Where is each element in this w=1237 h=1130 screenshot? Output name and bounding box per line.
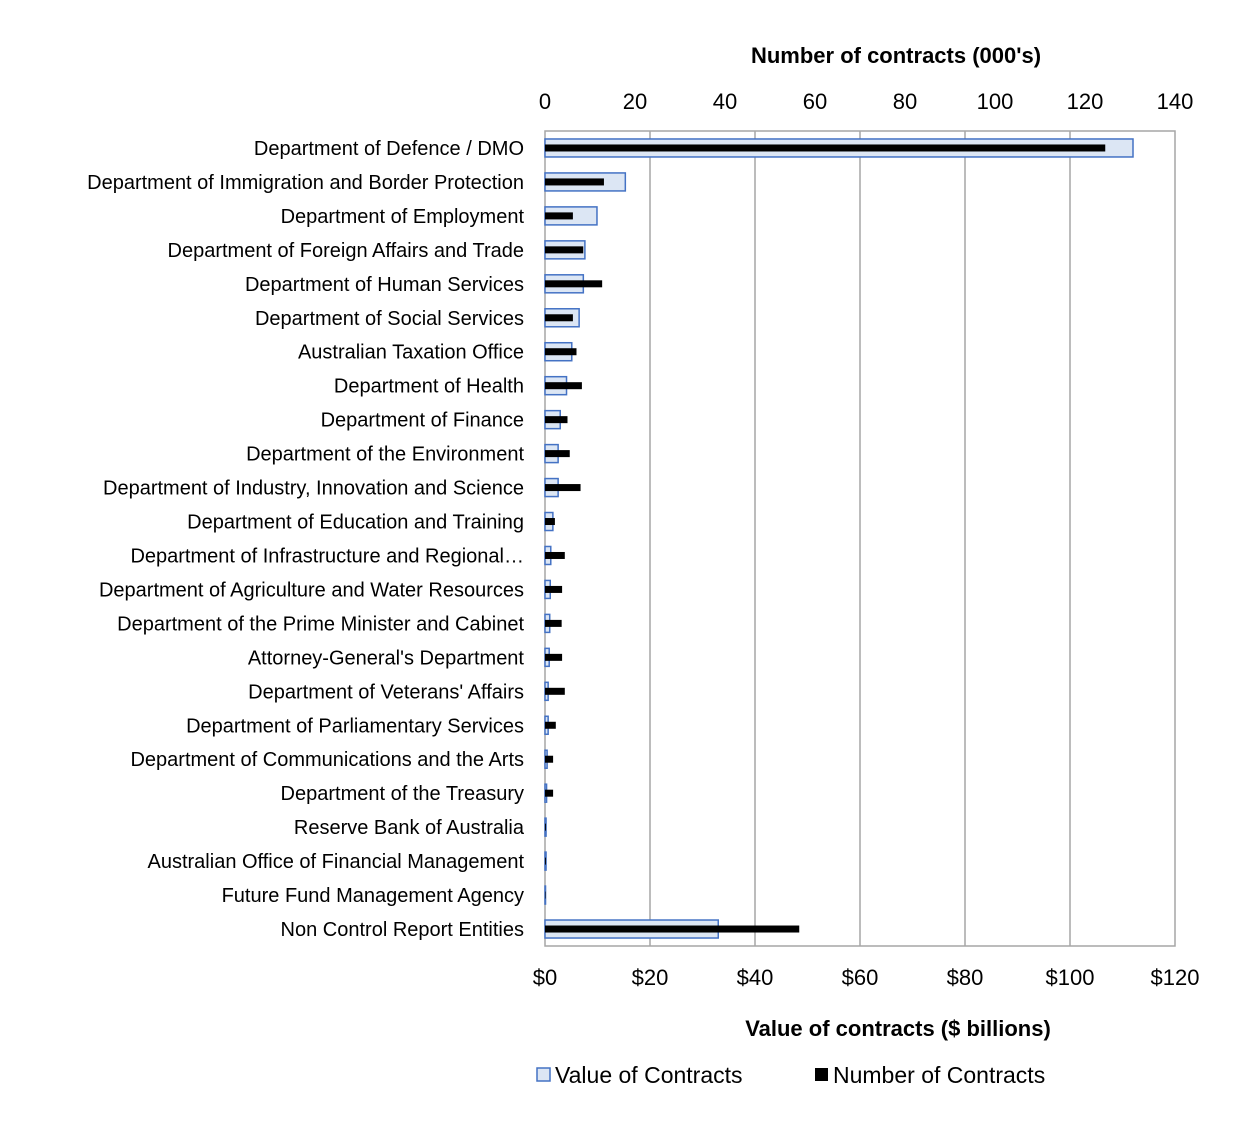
count-bar [545, 789, 554, 797]
legend-label-number: Number of Contracts [833, 1062, 1045, 1088]
top-tick-label: 140 [1157, 89, 1194, 114]
category-label: Reserve Bank of Australia [294, 817, 525, 839]
category-label: Department of Finance [321, 410, 524, 432]
gridlines [649, 131, 1071, 946]
category-label: Department of Agriculture and Water Reso… [99, 579, 524, 601]
plot-area-border [544, 130, 1176, 947]
category-label: Department of Veterans' Affairs [248, 681, 524, 703]
count-bar [545, 178, 604, 186]
count-bars-series [545, 144, 1106, 933]
count-bar [545, 585, 563, 593]
category-label: Department of the Environment [246, 444, 524, 466]
bottom-tick-label: $80 [947, 965, 984, 990]
category-label: Attorney-General's Department [248, 647, 525, 669]
top-axis-tick-labels: 0 20 40 60 80 100 120 140 [539, 89, 1193, 114]
category-label: Department of Health [334, 376, 524, 398]
top-tick-label: 40 [713, 89, 737, 114]
category-label: Department of Immigration and Border Pro… [87, 172, 524, 194]
bottom-tick-label: $100 [1046, 965, 1095, 990]
bottom-tick-label: $40 [737, 965, 774, 990]
count-bar [545, 755, 554, 763]
bottom-axis-title: Value of contracts ($ billions) [745, 1016, 1051, 1041]
legend-swatch-value [536, 1067, 551, 1082]
category-label: Australian Office of Financial Managemen… [148, 851, 525, 873]
top-tick-label: 120 [1067, 89, 1104, 114]
count-bar [545, 891, 546, 899]
count-bar [545, 518, 555, 526]
count-bar [545, 348, 577, 356]
count-bar [545, 823, 546, 831]
bottom-tick-label: $20 [632, 965, 669, 990]
count-bar [545, 416, 568, 424]
category-label: Department of Defence / DMO [254, 138, 524, 160]
legend-label-value: Value of Contracts [555, 1062, 743, 1088]
top-tick-label: 100 [977, 89, 1014, 114]
category-label: Australian Taxation Office [298, 342, 524, 364]
bottom-tick-label: $120 [1151, 965, 1200, 990]
top-tick-label: 60 [803, 89, 827, 114]
category-label: Department of Employment [281, 206, 525, 228]
count-bar [545, 551, 565, 559]
count-bar [545, 857, 546, 865]
bottom-tick-label: $0 [533, 965, 557, 990]
count-bar [545, 314, 573, 322]
legend: Value of Contracts Number of Contracts [536, 1062, 1045, 1088]
count-bar [545, 144, 1106, 152]
category-label: Department of Industry, Innovation and S… [103, 478, 524, 500]
category-label: Department of the Treasury [281, 783, 524, 805]
category-label: Department of Infrastructure and Regiona… [130, 545, 524, 567]
count-bar [545, 619, 562, 627]
count-bar [545, 450, 570, 458]
count-bar [545, 246, 584, 254]
count-bar [545, 653, 563, 661]
category-label: Department of Human Services [245, 274, 524, 296]
category-label: Department of Foreign Affairs and Trade [168, 240, 525, 262]
top-tick-label: 80 [893, 89, 917, 114]
top-axis-title: Number of contracts (000's) [751, 43, 1041, 68]
category-axis-labels: Department of Defence / DMO Department of… [87, 138, 525, 941]
category-label: Department of Education and Training [187, 512, 524, 534]
count-bar [545, 382, 582, 390]
category-label: Non Control Report Entities [281, 919, 524, 941]
legend-swatch-number [815, 1068, 828, 1081]
count-bar [545, 925, 800, 933]
bottom-tick-label: $60 [842, 965, 879, 990]
count-bar [545, 280, 603, 288]
category-label: Department of the Prime Minister and Cab… [117, 613, 524, 635]
category-label: Department of Social Services [255, 308, 524, 330]
top-tick-label: 20 [623, 89, 647, 114]
count-bar [545, 212, 573, 220]
category-label: Future Fund Management Agency [222, 885, 524, 907]
top-tick-label: 0 [539, 89, 551, 114]
count-bar [545, 484, 581, 492]
category-label: Department of Parliamentary Services [186, 715, 524, 737]
bottom-axis-tick-labels: $0 $20 $40 $60 $80 $100 $120 [533, 965, 1200, 990]
count-bar [545, 721, 556, 729]
category-label: Department of Communications and the Art… [130, 749, 524, 771]
count-bar [545, 687, 565, 695]
